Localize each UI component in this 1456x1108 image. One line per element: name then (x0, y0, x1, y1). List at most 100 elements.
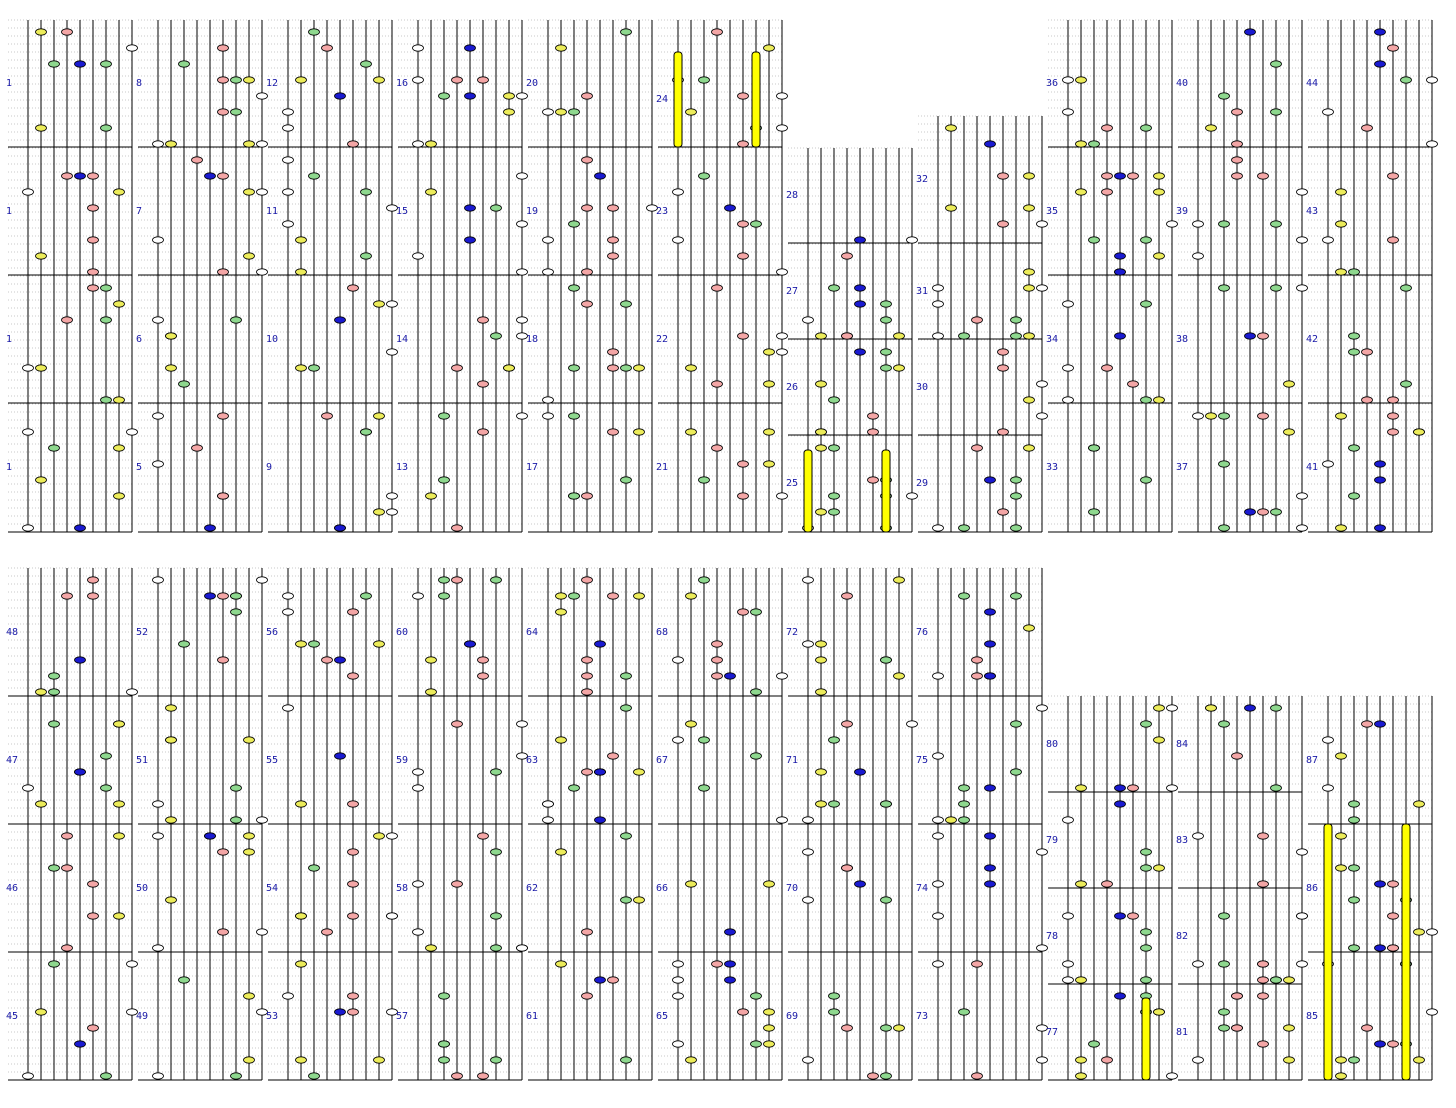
note (607, 592, 619, 600)
note (477, 1072, 489, 1080)
note (815, 380, 827, 388)
note (1062, 912, 1074, 920)
note (984, 640, 996, 648)
note (932, 752, 944, 760)
note (776, 672, 788, 680)
note (997, 348, 1009, 356)
note (724, 672, 736, 680)
note (685, 428, 697, 436)
note (932, 300, 944, 308)
note (1322, 236, 1334, 244)
note (412, 252, 424, 260)
note (776, 492, 788, 500)
note (152, 412, 164, 420)
note (22, 364, 34, 372)
note (295, 236, 307, 244)
note (1374, 460, 1386, 468)
note (1231, 172, 1243, 180)
measure-number: 21 (656, 462, 668, 473)
note (1335, 524, 1347, 532)
measure-number: 35 (1046, 206, 1058, 217)
note (87, 204, 99, 212)
measure-number: 82 (1176, 931, 1188, 942)
note (412, 76, 424, 84)
note (438, 992, 450, 1000)
measure-number: 19 (526, 206, 538, 217)
note (763, 1008, 775, 1016)
note (438, 92, 450, 100)
note (724, 976, 736, 984)
note (984, 880, 996, 888)
measure-number: 67 (656, 755, 668, 766)
note (113, 912, 125, 920)
measure-number: 1 (6, 78, 12, 89)
measure-number: 75 (916, 755, 928, 766)
note (854, 768, 866, 776)
note (295, 640, 307, 648)
note (776, 348, 788, 356)
measure-number: 62 (526, 883, 538, 894)
note (1075, 976, 1087, 984)
note (971, 316, 983, 324)
note (542, 412, 554, 420)
note (230, 592, 242, 600)
note (1374, 880, 1386, 888)
note (1088, 140, 1100, 148)
measure-number: 14 (396, 334, 408, 345)
note (282, 124, 294, 132)
note (1387, 236, 1399, 244)
note (1101, 172, 1113, 180)
note (1361, 348, 1373, 356)
note (386, 508, 398, 516)
note (1140, 476, 1152, 484)
note (1218, 912, 1230, 920)
note (854, 880, 866, 888)
measure-number: 55 (266, 755, 278, 766)
note (555, 592, 567, 600)
note (763, 460, 775, 468)
note (1140, 928, 1152, 936)
note (945, 204, 957, 212)
note (620, 28, 632, 36)
measure-number: 65 (656, 1011, 668, 1022)
note (230, 316, 242, 324)
note (308, 864, 320, 872)
note (35, 124, 47, 132)
note (828, 736, 840, 744)
note (22, 428, 34, 436)
note (724, 960, 736, 968)
note (932, 832, 944, 840)
note (685, 364, 697, 372)
note (217, 592, 229, 600)
note (100, 284, 112, 292)
note (1335, 188, 1347, 196)
note (87, 236, 99, 244)
note (74, 1040, 86, 1048)
measure-number: 39 (1176, 206, 1188, 217)
note (490, 944, 502, 952)
note (1205, 704, 1217, 712)
note (1257, 332, 1269, 340)
note (217, 928, 229, 936)
note (126, 1008, 138, 1016)
note (295, 960, 307, 968)
note (1387, 172, 1399, 180)
note (1218, 1024, 1230, 1032)
note (880, 1024, 892, 1032)
note (802, 576, 814, 584)
note (412, 140, 424, 148)
note (1062, 108, 1074, 116)
hold-note (1401, 823, 1411, 1081)
note (295, 268, 307, 276)
note (1036, 412, 1048, 420)
note (48, 60, 60, 68)
note (984, 476, 996, 484)
measure-number: 57 (396, 1011, 408, 1022)
note (1231, 1024, 1243, 1032)
note (1088, 508, 1100, 516)
note (633, 592, 645, 600)
note (126, 44, 138, 52)
note (438, 592, 450, 600)
note (282, 220, 294, 228)
note (113, 396, 125, 404)
